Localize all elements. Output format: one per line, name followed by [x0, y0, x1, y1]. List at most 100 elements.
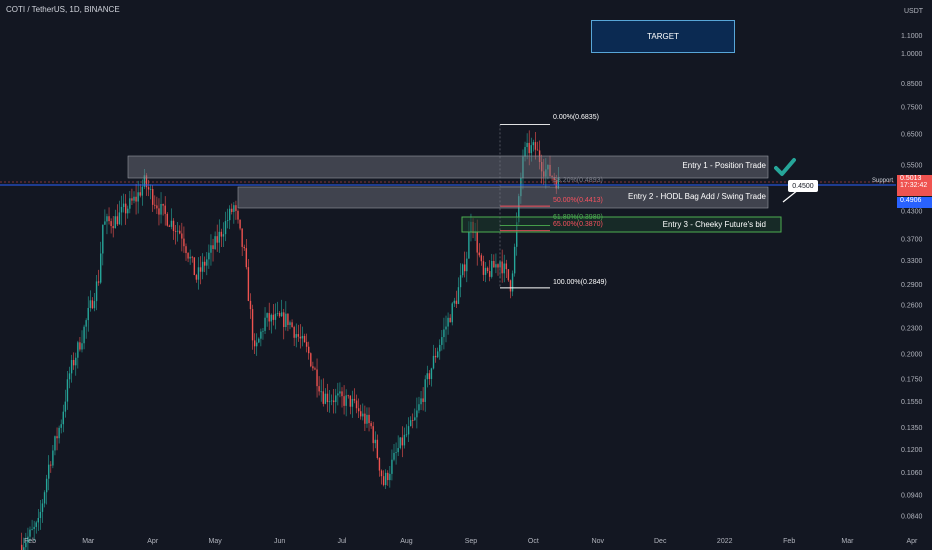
candle-body: [214, 236, 216, 249]
candle-body: [555, 180, 557, 189]
candle-body: [526, 142, 528, 148]
y-tick-label: 0.1750: [901, 376, 923, 383]
support-price-tag: 0.4906: [897, 197, 932, 208]
candle-body: [320, 391, 322, 393]
candle-body: [218, 231, 220, 243]
candle-body: [545, 169, 547, 177]
candle-body: [185, 246, 187, 254]
candle-body: [357, 408, 360, 412]
candle-body: [303, 335, 306, 343]
candle-body: [20, 544, 23, 550]
candle-body: [124, 203, 127, 214]
y-tick-label: 0.6500: [901, 131, 923, 138]
candle-body: [193, 257, 196, 276]
candle-body: [351, 398, 354, 407]
price-callout[interactable]: 0.4500: [788, 180, 818, 192]
candle-body: [289, 322, 291, 325]
candle-body: [439, 344, 441, 352]
candle-body: [48, 464, 50, 479]
candle-body: [516, 222, 518, 247]
candle-body: [212, 245, 214, 249]
y-tick-label: 0.3300: [901, 258, 923, 265]
candle-body: [139, 192, 141, 196]
candle-body: [540, 162, 543, 172]
candle-body: [443, 329, 445, 338]
candle-body: [355, 400, 358, 409]
candle-body: [220, 231, 223, 237]
candle-body: [72, 360, 75, 366]
candle-body: [339, 391, 341, 394]
candle-body: [301, 335, 304, 339]
candle-body: [268, 313, 270, 322]
candle-body: [208, 252, 210, 260]
candle-body: [305, 342, 308, 347]
candle-body: [120, 206, 123, 213]
candle-body: [401, 437, 404, 446]
candle-body: [403, 434, 406, 446]
candle-body: [25, 542, 27, 548]
candle-body: [266, 313, 268, 318]
candle-body: [412, 420, 414, 421]
candle-body: [505, 263, 508, 270]
fib-label-65: 65.00%(0.3870): [553, 221, 603, 228]
candle-countdown: 17:32:42: [900, 182, 928, 189]
y-tick-label: 0.1350: [901, 425, 923, 432]
time-axis[interactable]: Feb Mar Apr May Jun Jul Aug Sep Oct Nov Dec 2022 Feb…: [24, 538, 918, 545]
y-tick-label: 0.2600: [901, 302, 923, 309]
candle-body: [280, 312, 283, 317]
entry-3-zone[interactable]: [461, 216, 782, 233]
candle-body: [432, 355, 435, 369]
entry-1-zone[interactable]: [127, 155, 769, 179]
candle-body: [85, 320, 87, 327]
x-tick-label: Apr: [906, 538, 918, 545]
candle-body: [513, 246, 516, 274]
y-axis-unit: USDT: [904, 8, 924, 15]
candle-body: [343, 396, 345, 406]
candle-body: [360, 411, 362, 417]
candle-body: [422, 398, 424, 402]
candle-body: [409, 420, 412, 427]
candle-body: [93, 301, 96, 309]
candle-body: [62, 411, 64, 425]
candle-body: [108, 216, 110, 222]
fib-retracement[interactable]: [499, 123, 550, 289]
candle-body: [310, 353, 312, 367]
candle-body: [176, 230, 179, 232]
candle-body: [328, 401, 331, 403]
candle-body: [52, 450, 54, 466]
candle-body: [549, 164, 551, 177]
candle-body: [260, 331, 262, 339]
candle-body: [114, 216, 116, 229]
x-tick-label: Dec: [654, 538, 667, 545]
candle-body: [553, 176, 555, 181]
candle-body: [135, 196, 137, 202]
candle-body: [43, 492, 46, 504]
x-tick-label: Aug: [400, 538, 413, 545]
candle-body: [106, 216, 108, 222]
candle-body: [110, 221, 112, 227]
candle-body: [347, 395, 349, 397]
candle-body: [382, 476, 385, 486]
candle-body: [318, 386, 320, 392]
candle-body: [79, 342, 81, 350]
candle-body: [478, 252, 480, 256]
candle-body: [428, 373, 431, 380]
candle-body: [33, 526, 35, 529]
target-box[interactable]: TARGET: [591, 20, 735, 53]
price-axis[interactable]: USDT 1.1000 1.0000 0.8500 0.7500 0.6500 0.5500…: [901, 8, 924, 521]
candle-body: [493, 260, 495, 268]
x-tick-label: Feb: [783, 538, 795, 545]
candle-body: [191, 256, 193, 258]
candle-body: [35, 522, 37, 527]
candle-body: [131, 198, 133, 201]
candle-body: [518, 196, 520, 223]
candle-body: [231, 208, 233, 212]
candle-body: [129, 198, 131, 209]
candle-body: [364, 413, 366, 424]
candle-body: [222, 234, 225, 237]
candle-body: [536, 149, 539, 151]
candle-body: [141, 186, 144, 196]
candle-body: [116, 216, 119, 225]
candle-body: [27, 536, 29, 543]
